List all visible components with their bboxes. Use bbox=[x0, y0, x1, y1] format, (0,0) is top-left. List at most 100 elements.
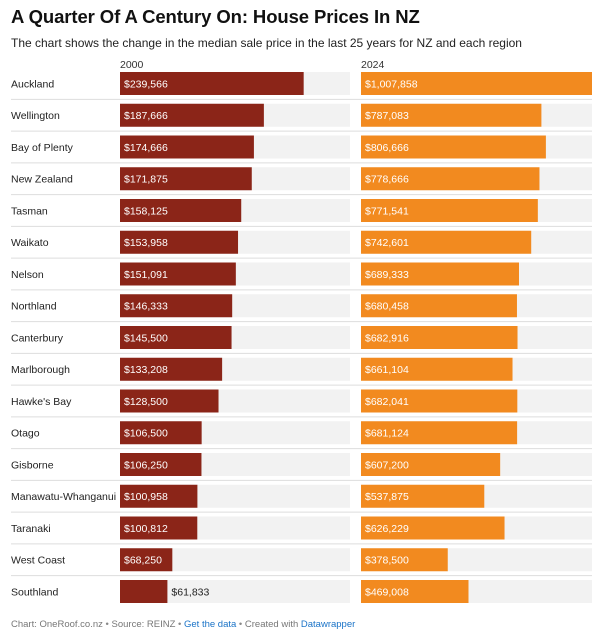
row-label-gisborne: Gisborne bbox=[11, 459, 54, 471]
row-label-southland: Southland bbox=[11, 586, 58, 598]
bar-2000-manawatu-whanganui bbox=[120, 484, 198, 508]
value-label-2000-tasman: $158,125 bbox=[124, 205, 168, 217]
bar-2000-gisborne bbox=[120, 453, 202, 476]
bar-2024-waikato bbox=[361, 230, 532, 254]
value-label-2024-hawke-s-bay: $682,041 bbox=[365, 396, 409, 408]
value-label-2000-nelson: $151,091 bbox=[124, 269, 168, 281]
bar-2000-west-coast bbox=[120, 548, 173, 572]
value-label-2024-west-coast: $378,500 bbox=[365, 555, 409, 567]
row-label-tasman: Tasman bbox=[11, 205, 48, 217]
bar-2024-otago bbox=[361, 421, 518, 445]
value-label-2000-marlborough: $133,208 bbox=[124, 364, 168, 376]
value-label-2024-manawatu-whanganui: $537,875 bbox=[365, 491, 409, 503]
bar-2024-new-zealand bbox=[361, 167, 540, 191]
value-label-2000-wellington: $187,666 bbox=[124, 110, 168, 122]
bar-2000-waikato bbox=[120, 230, 239, 254]
chart-footer: Chart: OneRoof.co.nz • Source: REINZ • G… bbox=[11, 619, 355, 630]
value-label-2000-auckland: $239,566 bbox=[124, 78, 168, 90]
bar-2024-southland bbox=[361, 580, 469, 603]
value-label-2024-waikato: $742,601 bbox=[365, 237, 409, 249]
chart-subtitle: The chart shows the change in the median… bbox=[11, 36, 522, 50]
value-label-2000-canterbury: $145,500 bbox=[124, 332, 168, 344]
value-label-2000-waikato: $153,958 bbox=[124, 237, 168, 249]
value-label-2000-southland: $61,833 bbox=[171, 586, 209, 598]
row-label-canterbury: Canterbury bbox=[11, 332, 64, 344]
bar-2000-new-zealand bbox=[120, 167, 252, 191]
bar-2000-hawke-s-bay bbox=[120, 389, 219, 413]
source-credit: Source: REINZ bbox=[111, 619, 176, 630]
value-label-2000-northland: $146,333 bbox=[124, 301, 168, 313]
bar-2024-nelson bbox=[361, 262, 519, 286]
value-label-2000-new-zealand: $171,875 bbox=[124, 174, 168, 186]
value-label-2024-wellington: $787,083 bbox=[365, 110, 409, 122]
value-label-2024-southland: $469,008 bbox=[365, 586, 409, 598]
bar-2024-canterbury bbox=[361, 326, 518, 349]
value-label-2024-taranaki: $626,229 bbox=[365, 523, 409, 535]
value-label-2000-gisborne: $106,250 bbox=[124, 459, 168, 471]
bar-2024-manawatu-whanganui bbox=[361, 484, 485, 508]
bar-2024-tasman bbox=[361, 199, 538, 222]
bar-2024-marlborough bbox=[361, 357, 513, 381]
row-label-northland: Northland bbox=[11, 301, 57, 313]
bar-2024-northland bbox=[361, 294, 517, 318]
bar-2000-bay-of-plenty bbox=[120, 135, 254, 159]
bar-2024-wellington bbox=[361, 103, 542, 127]
row-label-hawke-s-bay: Hawke's Bay bbox=[11, 396, 72, 408]
row-label-auckland: Auckland bbox=[11, 78, 54, 90]
value-label-2000-west-coast: $68,250 bbox=[124, 555, 162, 567]
row-label-new-zealand: New Zealand bbox=[11, 174, 73, 186]
datawrapper-link[interactable]: Datawrapper bbox=[300, 619, 356, 630]
row-label-manawatu-whanganui: Manawatu-Whanganui bbox=[11, 491, 116, 503]
row-label-west-coast: West Coast bbox=[11, 555, 65, 567]
bar-2000-nelson bbox=[120, 262, 236, 286]
value-label-2024-otago: $681,124 bbox=[365, 428, 409, 440]
bar-2000-tasman bbox=[120, 199, 242, 222]
bar-2000-southland bbox=[120, 580, 168, 603]
value-label-2000-hawke-s-bay: $128,500 bbox=[124, 396, 168, 408]
value-label-2000-otago: $106,500 bbox=[124, 428, 168, 440]
row-label-marlborough: Marlborough bbox=[11, 364, 70, 376]
column-header-2024: 2024 bbox=[361, 59, 385, 71]
bar-track-2000-west-coast bbox=[120, 548, 350, 572]
value-label-2000-bay-of-plenty: $174,666 bbox=[124, 142, 168, 154]
bar-2000-canterbury bbox=[120, 326, 232, 349]
bar-2024-taranaki bbox=[361, 516, 505, 540]
get-the-data-link[interactable]: Get the data bbox=[184, 619, 237, 630]
chart-title: A Quarter Of A Century On: House Prices … bbox=[11, 6, 420, 27]
value-label-2024-canterbury: $682,916 bbox=[365, 332, 409, 344]
footer-separator: • bbox=[175, 619, 184, 630]
value-label-2024-tasman: $771,541 bbox=[365, 205, 409, 217]
chart-credit: Chart: OneRoof.co.nz bbox=[11, 619, 103, 630]
value-label-2000-manawatu-whanganui: $100,958 bbox=[124, 491, 168, 503]
bar-2024-bay-of-plenty bbox=[361, 135, 546, 159]
bar-2000-northland bbox=[120, 294, 233, 318]
row-label-nelson: Nelson bbox=[11, 269, 44, 281]
row-label-taranaki: Taranaki bbox=[11, 523, 51, 535]
value-label-2024-bay-of-plenty: $806,666 bbox=[365, 142, 409, 154]
created-with-text: Created with bbox=[244, 619, 301, 630]
value-label-2024-new-zealand: $778,666 bbox=[365, 174, 409, 186]
value-label-2024-northland: $680,458 bbox=[365, 301, 409, 313]
row-label-otago: Otago bbox=[11, 428, 40, 440]
bar-2000-taranaki bbox=[120, 516, 198, 540]
value-label-2024-auckland: $1,007,858 bbox=[365, 78, 418, 90]
bar-2024-gisborne bbox=[361, 453, 501, 476]
row-label-wellington: Wellington bbox=[11, 110, 60, 122]
bar-2024-hawke-s-bay bbox=[361, 389, 518, 413]
bar-2000-otago bbox=[120, 421, 202, 445]
footer-separator: • bbox=[236, 619, 245, 630]
bar-2000-marlborough bbox=[120, 357, 223, 381]
value-label-2024-gisborne: $607,200 bbox=[365, 459, 409, 471]
value-label-2024-nelson: $689,333 bbox=[365, 269, 409, 281]
value-label-2024-marlborough: $661,104 bbox=[365, 364, 409, 376]
value-label-2000-taranaki: $100,812 bbox=[124, 523, 168, 535]
bar-2000-auckland bbox=[120, 72, 304, 95]
bar-2000-wellington bbox=[120, 103, 264, 127]
bar-2024-auckland bbox=[361, 72, 592, 95]
row-label-bay-of-plenty: Bay of Plenty bbox=[11, 142, 74, 154]
row-label-waikato: Waikato bbox=[11, 237, 49, 249]
bar-track-2000-southland bbox=[120, 580, 350, 603]
bar-2024-west-coast bbox=[361, 548, 448, 572]
footer-separator: • bbox=[102, 619, 112, 630]
